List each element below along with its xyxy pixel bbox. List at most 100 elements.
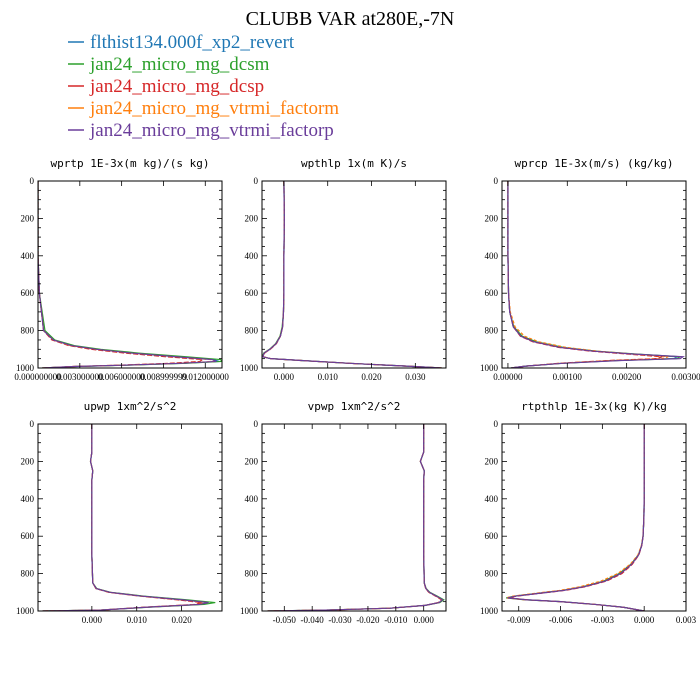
panel: wpthlp 1x(m K)/s 0 200 400 600 800 1000 0.000 0.…	[240, 157, 447, 382]
series-line	[42, 424, 207, 611]
x-tick-label: -0.009	[507, 615, 531, 625]
y-tick-label: 600	[485, 531, 499, 541]
series-line	[267, 424, 445, 611]
series-line	[267, 424, 443, 611]
y-tick-label: 1000	[240, 606, 259, 616]
series-line	[262, 181, 442, 368]
y-tick-label: 400	[485, 251, 499, 261]
plot-frame	[261, 423, 447, 612]
y-tick-label: 600	[245, 531, 259, 541]
y-tick-label: 1000	[480, 363, 499, 373]
series-line	[38, 181, 216, 368]
series-line	[506, 424, 645, 611]
y-tick-label: 200	[245, 213, 259, 223]
series-line	[262, 181, 442, 368]
legend-entry: jan24_micro_mg_dcsp	[68, 76, 264, 97]
panel-title: wprcp 1E-3x(m/s) (kg/kg)	[515, 157, 674, 170]
panel-title: vpwp 1xm^2/s^2	[308, 400, 401, 413]
y-tick-label: 1000	[16, 606, 35, 616]
y-tick-label: 400	[245, 494, 259, 504]
x-tick-label: -0.050	[273, 615, 297, 625]
legend-entry: flthist134.000f_xp2_revert	[68, 32, 295, 53]
y-tick-label: 800	[21, 326, 35, 336]
x-tick-label: 0.010	[127, 615, 148, 625]
x-tick-label: -0.030	[328, 615, 352, 625]
y-tick-label: 1000	[240, 363, 259, 373]
panel-title: wprtp 1E-3x(m kg)/(s kg)	[51, 157, 210, 170]
series-line	[507, 424, 645, 611]
x-tick-label: -0.003	[591, 615, 615, 625]
x-tick-label: 0.000000000	[14, 372, 62, 382]
y-tick-label: 200	[21, 213, 35, 223]
panel: rtpthlp 1E-3x(kg K)/kg02004006008001000-…	[480, 400, 697, 625]
y-tick-label: 0	[30, 176, 35, 186]
panel-title: upwp 1xm^2/s^2	[84, 400, 177, 413]
x-tick-label: -0.020	[356, 615, 380, 625]
legend-label: flthist134.000f_xp2_revert	[90, 32, 295, 53]
series-group	[507, 181, 685, 368]
series-group	[262, 181, 442, 368]
y-tick-label: 200	[485, 213, 499, 223]
x-tick-label: 0.00100	[553, 372, 583, 382]
series-line	[267, 424, 444, 611]
x-tick-label: 0.00000	[493, 372, 523, 382]
figure-title: CLUBB VAR at280E,-7N	[246, 8, 455, 30]
series-line	[508, 424, 645, 611]
plot-frame	[501, 423, 687, 612]
y-tick-label: 200	[21, 456, 35, 466]
legend-label: jan24_micro_mg_vtrmi_factorp	[89, 120, 334, 141]
panel-title: wpthlp 1x(m K)/s	[301, 157, 407, 170]
series-line	[507, 181, 682, 368]
y-tick-label: 600	[21, 531, 35, 541]
legend-entry: jan24_micro_mg_vtrmi_factorp	[68, 120, 334, 141]
series-group	[38, 181, 222, 368]
series-line	[42, 424, 209, 611]
y-tick-label: 600	[485, 288, 499, 298]
panel: upwp 1xm^2/s^2 0 200 400 600 800 1000 0.000 0.01…	[16, 400, 223, 625]
legend-label: jan24_micro_mg_dcsm	[89, 54, 270, 75]
series-line	[262, 181, 442, 368]
x-tick-label: 0.000	[274, 372, 295, 382]
x-tick-label: 0.010	[318, 372, 339, 382]
y-tick-label: 0	[30, 419, 35, 429]
y-tick-label: 400	[21, 494, 35, 504]
series-line	[42, 424, 209, 611]
legend-entry: jan24_micro_mg_dcsm	[68, 54, 270, 75]
legend-entry: jan24_micro_mg_vtrmi_factorm	[68, 98, 339, 119]
x-tick-label: -0.040	[301, 615, 325, 625]
series-line	[262, 181, 442, 368]
y-tick-label: 200	[485, 456, 499, 466]
panel: wprcp 1E-3x(m/s) (kg/kg) 0 200 400 600 800 100…	[480, 157, 700, 382]
y-tick-label: 400	[245, 251, 259, 261]
series-line	[38, 181, 205, 368]
y-tick-label: 800	[485, 569, 499, 579]
plot-frame	[37, 423, 223, 612]
x-tick-label: 0.00300	[671, 372, 700, 382]
x-tick-label: 0.000	[414, 615, 435, 625]
y-tick-label: 800	[245, 326, 259, 336]
y-tick-label: 600	[245, 288, 259, 298]
x-tick-label: 0.030	[405, 372, 426, 382]
panel: wprtp 1E-3x(m kg)/(s kg) 0 200 400 600 800 100…	[14, 157, 229, 382]
series-line	[267, 424, 444, 611]
series-line	[507, 424, 645, 611]
y-tick-label: 200	[245, 456, 259, 466]
legend-label: jan24_micro_mg_dcsp	[89, 76, 264, 97]
y-tick-label: 400	[21, 251, 35, 261]
series-line	[38, 181, 217, 368]
x-tick-label: -0.010	[384, 615, 408, 625]
y-tick-label: 1000	[480, 606, 499, 616]
panel: vpwp 1xm^2/s^2 0 200 400 600 800 1000 -0.050 -0.…	[240, 400, 447, 625]
plot-frame	[261, 180, 447, 369]
series-line	[42, 424, 216, 611]
series-line	[42, 424, 202, 611]
x-tick-label: 0.012000000	[182, 372, 230, 382]
series-group	[267, 424, 445, 611]
y-tick-label: 800	[21, 569, 35, 579]
y-tick-label: 0	[494, 176, 499, 186]
series-line	[38, 181, 222, 368]
series-line	[267, 424, 444, 611]
x-tick-label: 0.020	[361, 372, 382, 382]
legend-label: jan24_micro_mg_vtrmi_factorm	[89, 98, 339, 119]
